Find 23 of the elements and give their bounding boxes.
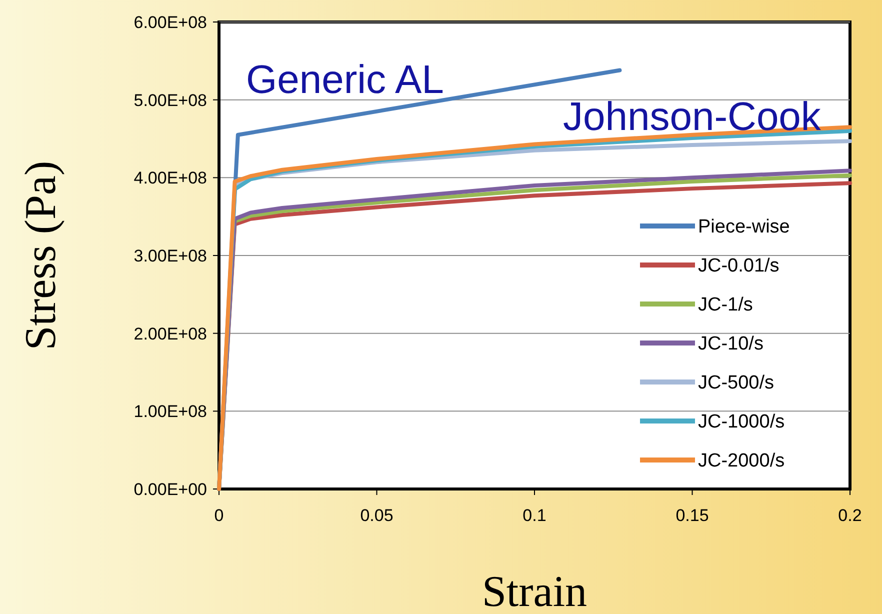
legend-label: Piece-wise: [698, 216, 790, 238]
x-tick-label: 0: [214, 506, 224, 525]
y-tick-label: 3.00E+08: [134, 246, 207, 266]
x-tick-label: 0.15: [676, 506, 709, 525]
y-axis-title: Stress (Pa): [16, 160, 65, 350]
legend-label: JC-10/s: [698, 334, 764, 355]
legend-label: JC-2000/s: [698, 450, 785, 472]
y-tick-label: 5.00E+08: [134, 90, 207, 110]
y-tick-label: 2.00E+08: [134, 324, 207, 344]
x-axis-title: Strain: [482, 567, 588, 614]
y-tick-label: 1.00E+08: [134, 402, 207, 422]
y-tick-label: 6.00E+08: [134, 12, 207, 32]
legend-label: JC-1000/s: [698, 412, 785, 433]
x-tick-label: 0.2: [838, 506, 862, 525]
y-tick-label: 4.00E+08: [134, 168, 207, 188]
legend-label: JC-0.01/s: [698, 256, 780, 277]
legend-label: JC-1/s: [698, 294, 753, 316]
y-tick-label: 0.00E+00: [134, 480, 207, 499]
x-tick-label: 0.05: [360, 506, 394, 525]
x-tick-label: 0.1: [522, 506, 546, 525]
annotation: Generic AL: [246, 58, 444, 102]
annotation: Johnson-Cook: [563, 95, 822, 139]
legend-label: JC-500/s: [698, 372, 774, 394]
